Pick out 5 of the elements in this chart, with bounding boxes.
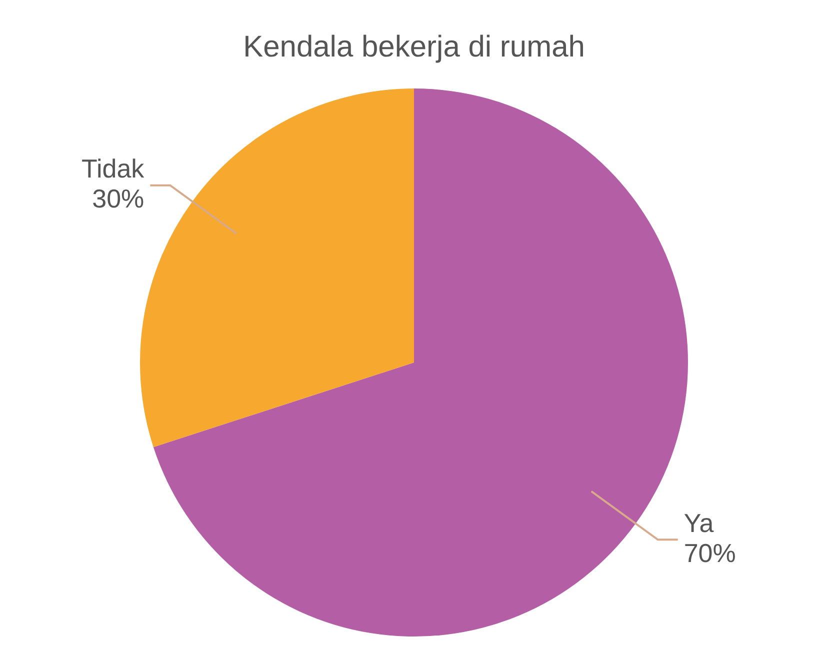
data-label: 30%	[92, 184, 144, 214]
chart-title: Kendala bekerja di rumah	[243, 30, 585, 64]
slice-label: Tidak	[82, 154, 146, 184]
slice-label: Ya	[684, 508, 714, 538]
data-label: 70%	[684, 538, 736, 568]
